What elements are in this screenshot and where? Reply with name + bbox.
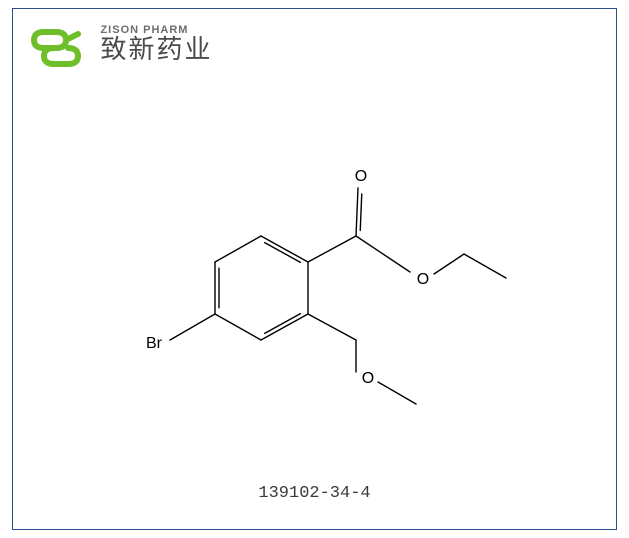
logo-brand-cn: 致新药业: [100, 36, 212, 63]
chemical-structure-diagram: Br O O O: [120, 150, 510, 430]
atom-label-o1: O: [353, 168, 369, 186]
logo-mark-icon: [28, 22, 90, 70]
atom-label-br: Br: [144, 335, 164, 353]
cas-number: 139102-34-4: [0, 484, 629, 503]
logo-text-block: ZISON PHARM 致新药业: [100, 22, 212, 63]
company-logo: ZISON PHARM 致新药业: [28, 22, 238, 70]
atom-label-o2: O: [415, 271, 431, 289]
atom-label-o3: O: [360, 370, 376, 388]
